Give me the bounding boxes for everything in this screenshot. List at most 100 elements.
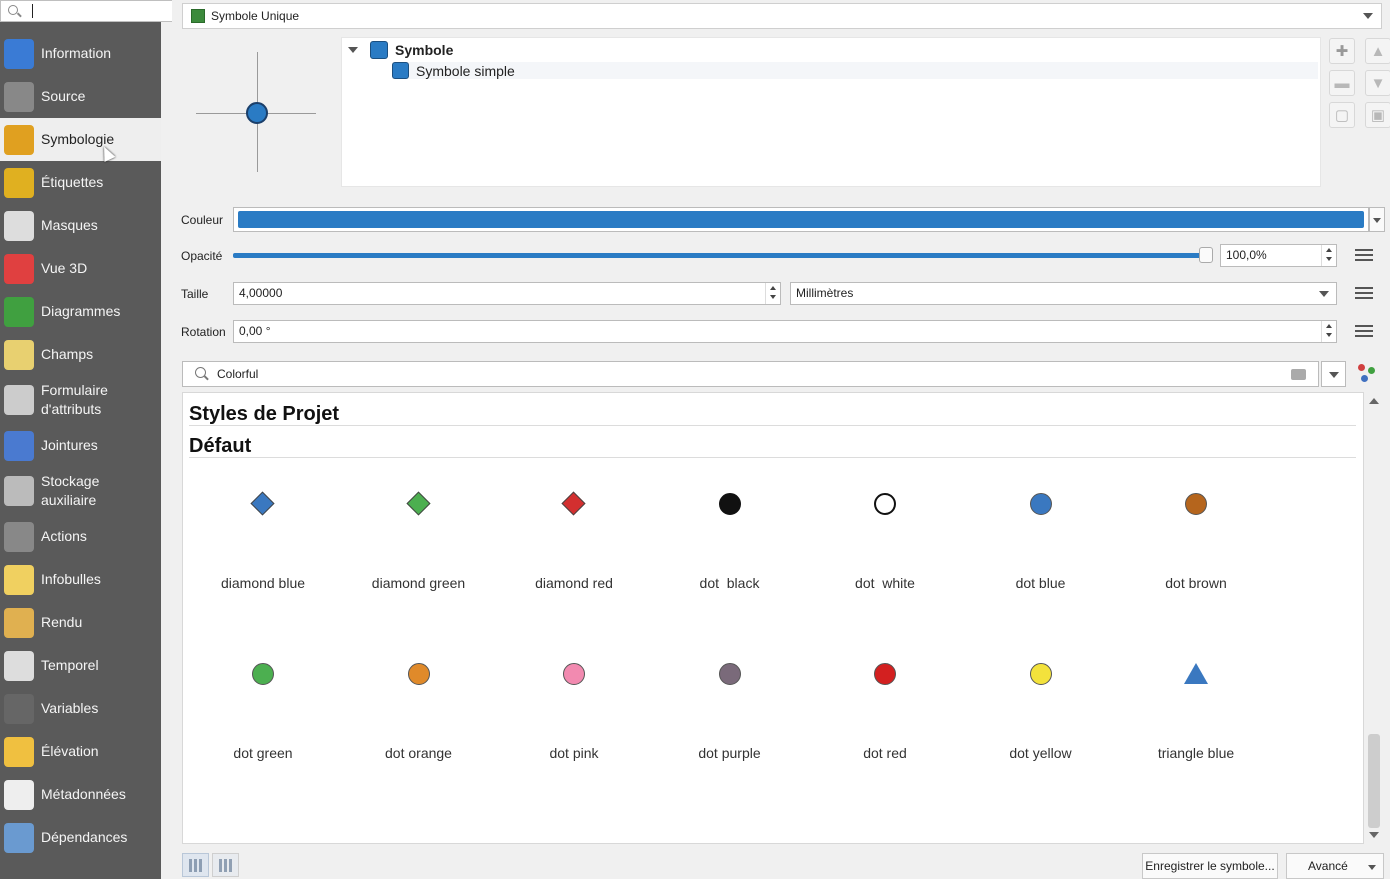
style-manager-button[interactable]: [1358, 364, 1378, 384]
size-spinbox[interactable]: 4,00000: [233, 282, 781, 305]
dot-symbol-icon: [874, 493, 896, 515]
save-symbol-button[interactable]: Enregistrer le symbole...: [1142, 853, 1278, 879]
dot-symbol-icon: [407, 663, 430, 685]
symbol-tile[interactable]: dot black: [655, 465, 805, 615]
symbol-tile[interactable]: triangle blue: [1121, 635, 1271, 785]
preview-point-symbol: [246, 102, 268, 124]
symbol-tile[interactable]: dot yellow: [966, 635, 1116, 785]
rotation-spinbox[interactable]: 0,00 °: [233, 320, 1337, 343]
sidebar-search-input[interactable]: [0, 0, 176, 22]
arrow-down-icon: ▼: [1370, 74, 1386, 92]
add-layer-button[interactable]: ✚: [1329, 38, 1355, 64]
symbol-swatch-icon: [370, 41, 388, 59]
sidebar-item-abc-mask[interactable]: Masques: [0, 204, 161, 247]
spinner-arrows-icon[interactable]: [765, 283, 780, 304]
sidebar-item-cube-3d[interactable]: Vue 3D: [0, 247, 161, 290]
tree-row-symbol[interactable]: Symbole: [348, 41, 453, 59]
elevation-icon: [4, 736, 34, 767]
lock-icon: ▣: [1370, 107, 1386, 124]
join-icon: [4, 430, 34, 461]
color-button[interactable]: [233, 207, 1369, 232]
sidebar-item-label: Jointures: [41, 437, 98, 453]
diamond-symbol-icon: [250, 491, 275, 516]
spinner-arrows-icon[interactable]: [1321, 245, 1336, 266]
symbol-name: dot black: [699, 575, 760, 591]
symbol-name: diamond blue: [220, 575, 306, 591]
symbol-tile[interactable]: dot red: [810, 635, 960, 785]
style-manager-icon: [1358, 364, 1365, 371]
opacity-slider-handle[interactable]: [1199, 247, 1213, 263]
scroll-up-icon[interactable]: [1369, 398, 1379, 404]
list-view-button[interactable]: [212, 853, 239, 877]
opacity-data-defined-button[interactable]: [1350, 244, 1378, 266]
symbol-tile[interactable]: dot brown: [1121, 465, 1271, 615]
sidebar-item-info[interactable]: Information: [0, 32, 161, 75]
symbol-name: dot orange: [385, 745, 452, 761]
symbol-tile[interactable]: dot green: [188, 635, 338, 785]
symbol-name: dot purple: [698, 745, 761, 761]
sidebar-item-storage[interactable]: Stockage auxiliaire: [0, 467, 161, 515]
tree-row-simple-symbol[interactable]: Symbole simple: [392, 62, 1318, 79]
data-defined-icon: [1355, 325, 1373, 337]
icon-view-button[interactable]: [182, 853, 209, 877]
move-down-button[interactable]: ▼: [1365, 70, 1390, 96]
sidebar-item-chart[interactable]: Diagrammes: [0, 290, 161, 333]
spinner-arrows-icon[interactable]: [1321, 321, 1336, 342]
sidebar-item-elevation[interactable]: Élévation: [0, 730, 161, 773]
scroll-thumb[interactable]: [1368, 734, 1380, 828]
renderer-select[interactable]: Symbole Unique: [182, 3, 1382, 29]
expand-arrow-icon[interactable]: [348, 47, 358, 53]
style-search-input[interactable]: Colorful: [182, 361, 1319, 387]
sidebar-item-label: Vue 3D: [41, 260, 88, 276]
symbol-tile[interactable]: diamond blue: [188, 465, 338, 615]
symbol-tile[interactable]: dot orange: [344, 635, 494, 785]
opacity-slider[interactable]: [233, 253, 1207, 258]
lock-layer-button[interactable]: ▣: [1365, 102, 1390, 128]
size-unit-select[interactable]: Millimètres: [790, 282, 1337, 305]
symbol-tile[interactable]: diamond green: [344, 465, 494, 615]
advanced-button[interactable]: Avancé: [1286, 853, 1384, 879]
sidebar: Information Source Symbologie Étiquettes Mas…: [0, 0, 161, 879]
renderer-label: Symbole Unique: [211, 9, 300, 23]
remove-layer-button[interactable]: ▬: [1329, 70, 1355, 96]
gallery-scrollbar[interactable]: [1366, 392, 1382, 844]
sidebar-item-metadata[interactable]: Métadonnées: [0, 773, 161, 816]
sidebar-item-brush[interactable]: Rendu: [0, 601, 161, 644]
sidebar-item-wrench[interactable]: Source: [0, 75, 161, 118]
sidebar-item-clock[interactable]: Temporel: [0, 644, 161, 687]
size-data-defined-button[interactable]: [1350, 282, 1378, 304]
symbol-tile[interactable]: diamond red: [499, 465, 649, 615]
symbol-tile[interactable]: dot white: [810, 465, 960, 615]
style-search-value: Colorful: [217, 367, 259, 381]
move-up-button[interactable]: ▲: [1365, 38, 1390, 64]
sidebar-item-label: Temporel: [41, 657, 99, 673]
rotation-data-defined-button[interactable]: [1350, 320, 1378, 342]
symbol-tile[interactable]: dot purple: [655, 635, 805, 785]
sidebar-item-form[interactable]: Formulaire d'attributs: [0, 376, 161, 424]
grid-view-icon: [189, 859, 203, 872]
duplicate-layer-button[interactable]: ▢: [1329, 102, 1355, 128]
style-filter-dropdown[interactable]: [1321, 361, 1346, 387]
sidebar-item-join[interactable]: Jointures: [0, 424, 161, 467]
clear-search-icon[interactable]: [1291, 369, 1306, 380]
simple-symbol-swatch-icon: [392, 62, 409, 79]
sidebar-item-fields[interactable]: Champs: [0, 333, 161, 376]
wrench-icon: [4, 81, 34, 112]
scroll-down-icon[interactable]: [1369, 832, 1379, 838]
symbol-tile[interactable]: dot blue: [966, 465, 1116, 615]
sidebar-item-label: Dépendances: [41, 829, 128, 845]
sidebar-item-label: Actions: [41, 528, 87, 544]
symbol-tile[interactable]: dot pink: [499, 635, 649, 785]
sidebar-item-dependencies[interactable]: Dépendances: [0, 816, 161, 859]
sidebar-item-label: Stockage auxiliaire: [41, 473, 100, 508]
sidebar-item-speech-bubble[interactable]: Infobulles: [0, 558, 161, 601]
sidebar-item-paintbrush[interactable]: Symbologie: [0, 118, 161, 161]
fields-icon: [4, 339, 34, 370]
sidebar-item-gear[interactable]: Actions: [0, 515, 161, 558]
sidebar-item-variables[interactable]: Variables: [0, 687, 161, 730]
color-dropdown-button[interactable]: [1369, 207, 1385, 232]
text-caret: [32, 4, 33, 18]
opacity-spinbox[interactable]: 100,0%: [1220, 244, 1337, 267]
duplicate-icon: ▢: [1334, 107, 1350, 124]
sidebar-item-abc-label[interactable]: Étiquettes: [0, 161, 161, 204]
